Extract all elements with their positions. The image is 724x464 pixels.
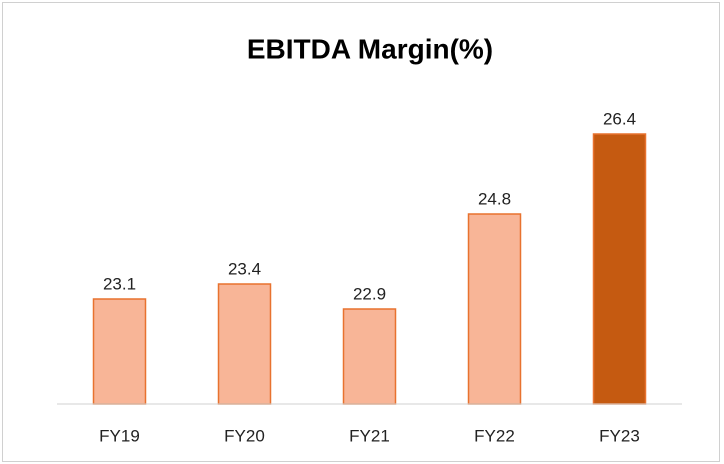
data-label: 22.9 <box>353 284 386 303</box>
data-label: 24.8 <box>478 189 511 208</box>
x-tick-label: FY21 <box>349 426 390 445</box>
bar <box>467 213 522 405</box>
bar <box>92 298 147 405</box>
bar <box>342 308 397 405</box>
x-tick-label: FY20 <box>224 426 265 445</box>
bar <box>592 133 647 405</box>
data-label: 23.1 <box>103 274 136 293</box>
data-label: 26.4 <box>603 109 636 128</box>
x-tick-label: FY22 <box>474 426 515 445</box>
x-tick-label: FY19 <box>99 426 140 445</box>
bar <box>217 283 272 405</box>
x-tick-label: FY23 <box>599 426 640 445</box>
chart-title: EBITDA Margin(%) <box>247 33 493 64</box>
data-label: 23.4 <box>228 259 261 278</box>
